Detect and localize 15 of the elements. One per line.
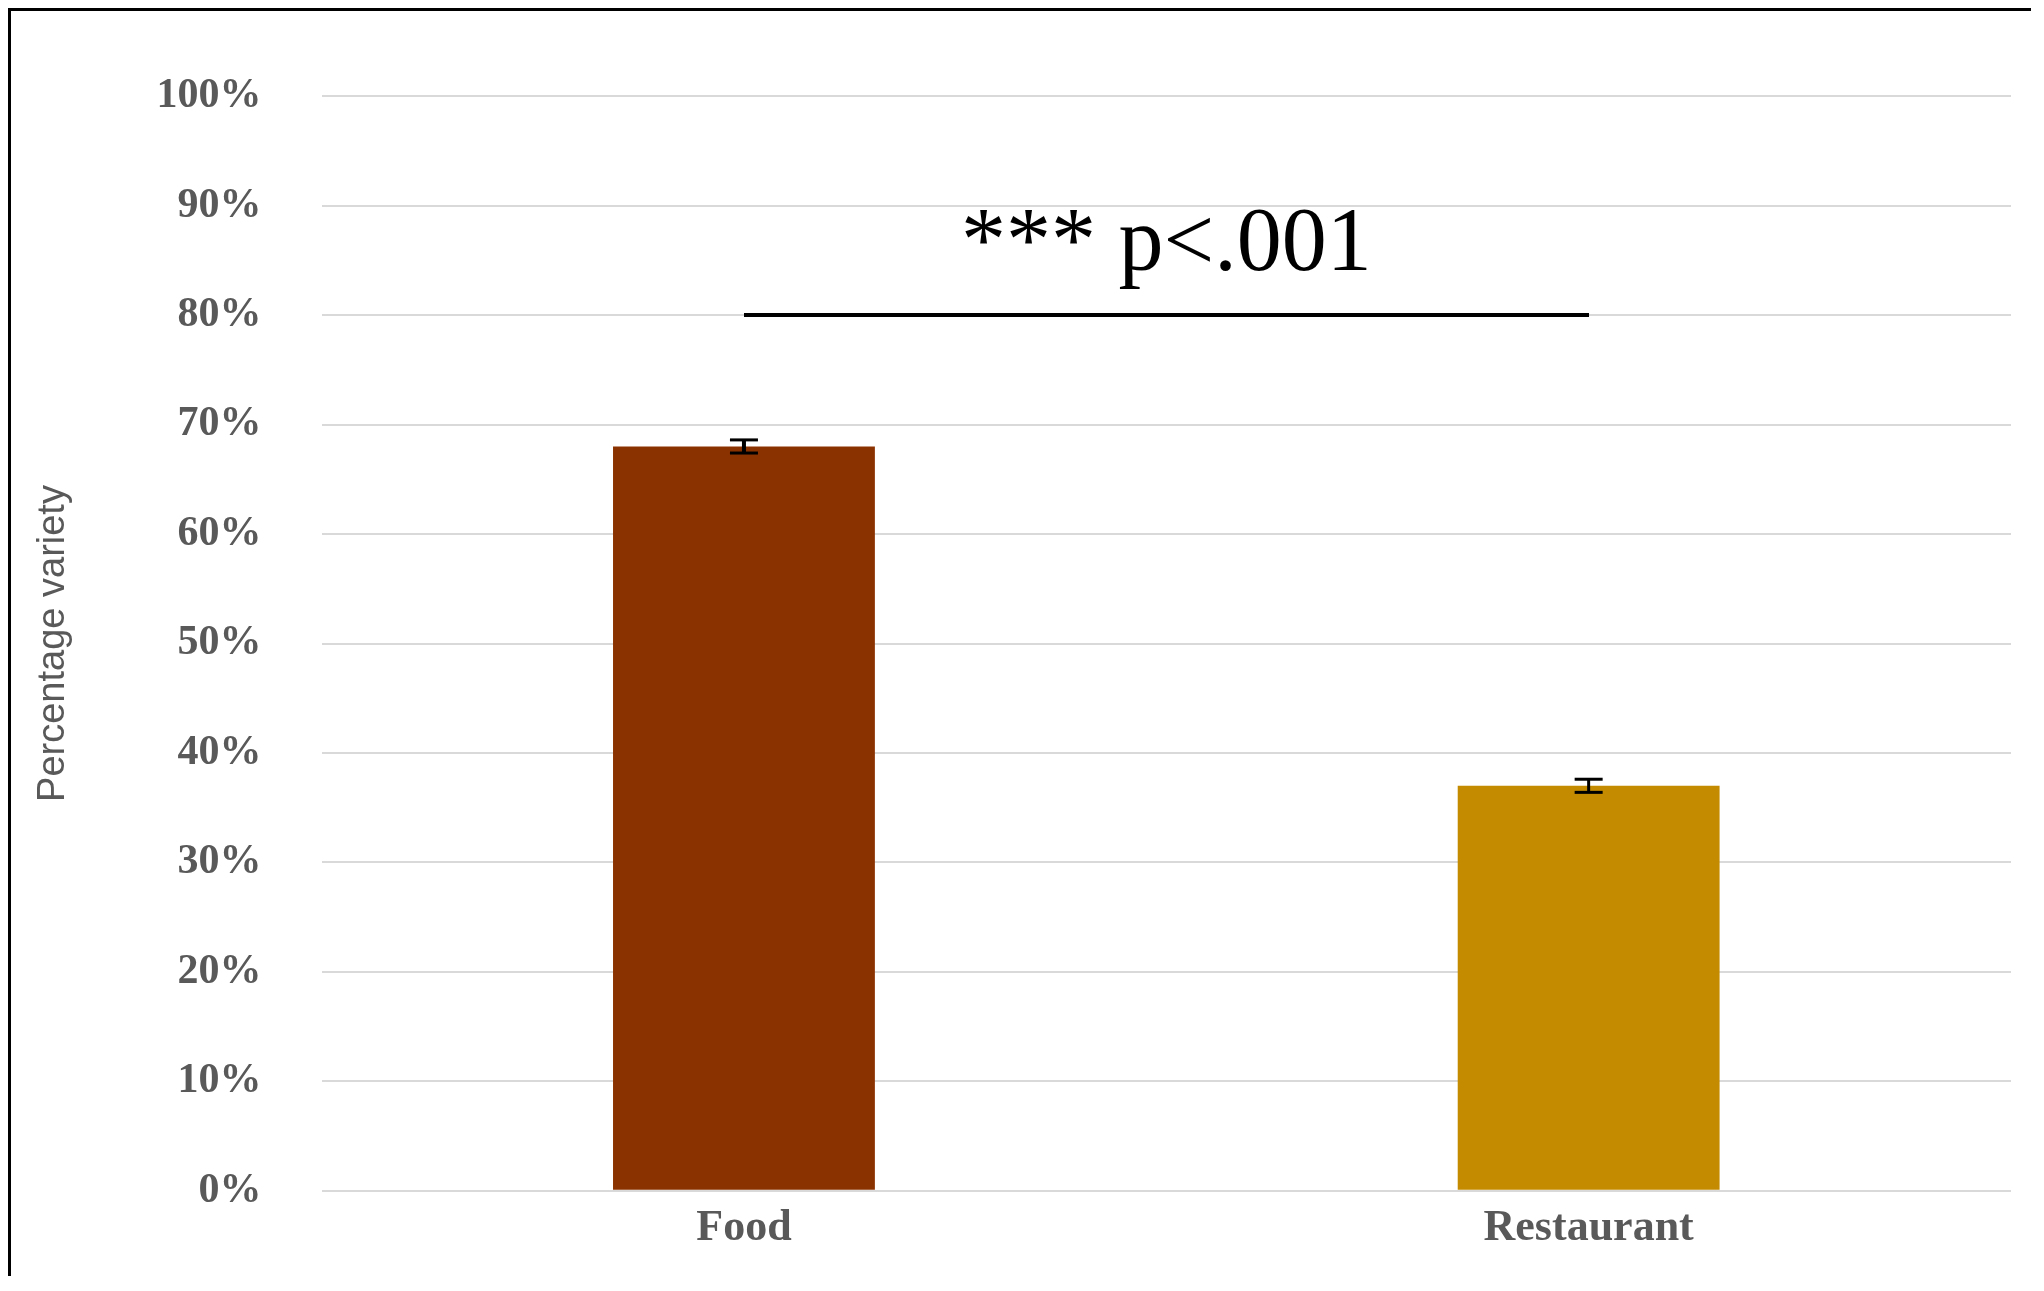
annotation: *** p<.001 bbox=[959, 189, 1373, 292]
y-tick-label: 70% bbox=[177, 398, 262, 445]
y-tick-label: 20% bbox=[177, 945, 262, 992]
y-tick-label: 100% bbox=[156, 70, 262, 117]
y-tick-label: 10% bbox=[177, 1055, 262, 1102]
y-tick-label: 40% bbox=[177, 726, 262, 773]
y-tick-label: 30% bbox=[177, 836, 262, 883]
y-tick-label: 90% bbox=[177, 179, 262, 226]
y-tick-label: 60% bbox=[177, 507, 262, 554]
y-tick-label: 50% bbox=[177, 617, 262, 664]
y-tick-label: 80% bbox=[177, 288, 262, 335]
y-axis-title: Percentage variety bbox=[30, 485, 73, 802]
x-tick-label: Restaurant bbox=[1483, 1200, 1695, 1250]
x-tick-label: Food bbox=[696, 1200, 792, 1250]
y-tick-label: 0% bbox=[198, 1164, 262, 1211]
